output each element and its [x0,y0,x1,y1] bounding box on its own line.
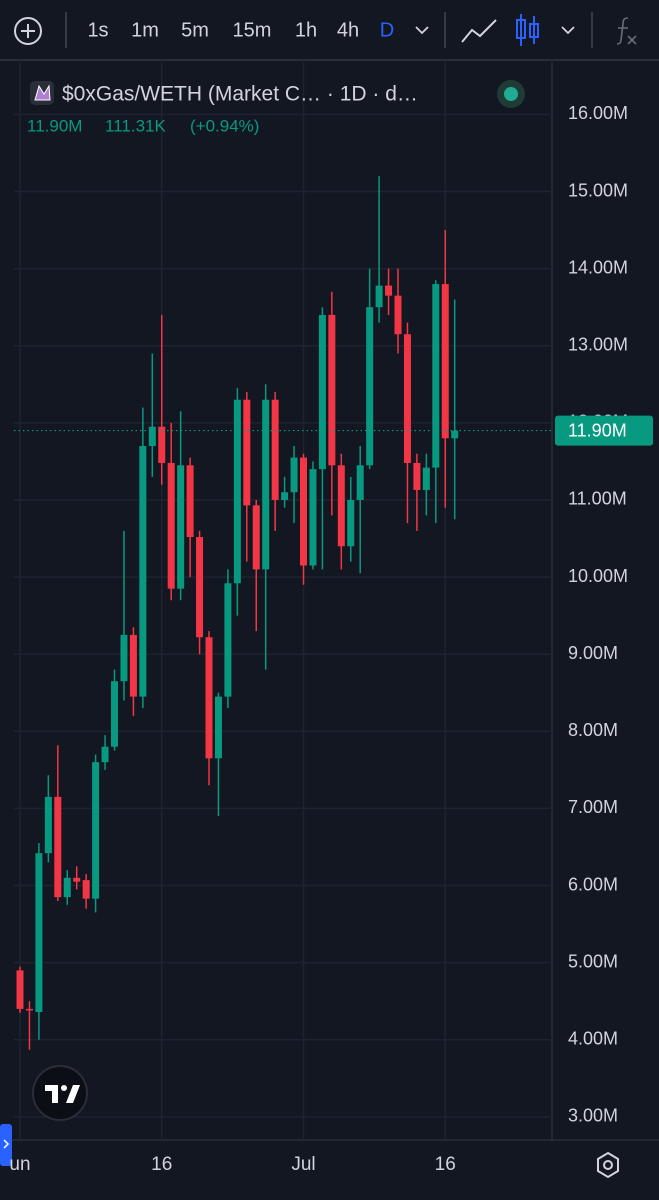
symbol-logo [34,84,51,101]
candle-body [73,877,81,882]
y-tick-label: 16.00M [568,103,628,123]
candle-body [243,399,251,506]
chart-type-dropdown[interactable] [561,26,575,35]
add-icon [21,24,35,38]
candle-body [441,284,449,439]
candle-body [101,746,109,763]
candle-body [224,583,232,697]
candle-body [111,681,118,747]
y-tick-label: 10.00M [568,566,628,586]
candle-body [432,284,440,468]
y-tick-label: 3.00M [568,1106,618,1126]
y-tick-label: 13.00M [568,335,628,355]
candle-body [451,430,459,439]
candle-body [300,457,307,566]
candle-body [63,877,71,898]
candle-body [196,536,204,638]
interval-button[interactable]: 15m [233,19,272,41]
interval-button[interactable]: 1m [131,19,159,41]
candle-body [347,499,355,547]
candle-body [82,880,90,899]
x-tick-label: un [9,1154,30,1175]
legend: $0xGas/WETH (Market C… · 1D · d… 11.90M … [27,80,525,135]
candle-body [233,399,241,584]
candle-body [25,1008,33,1011]
interval-button[interactable]: D [380,19,394,41]
candle-body [139,446,147,697]
candle-body [167,462,175,589]
add-button[interactable] [14,17,42,45]
candle-body [44,796,52,854]
line-chart-icon[interactable] [461,19,497,43]
x-tick-label: 16 [435,1154,456,1175]
candle-body [318,314,326,470]
candles [16,176,459,1050]
x-tick-label: 16 [151,1154,172,1175]
candle-body [281,492,289,500]
candle-body [375,285,383,308]
legend-value: 11.90M [27,116,82,135]
y-tick-label: 14.00M [568,257,628,277]
interval-button[interactable]: 5m [181,19,209,41]
candle-body [309,469,317,566]
side-tab-arrow [3,1139,10,1149]
interval-button[interactable]: 1h [295,19,317,41]
candle-chart-icon[interactable] [516,14,539,46]
last-price-badge [555,415,653,446]
candle-body [35,853,43,1012]
y-tick-label: 7.00M [568,797,618,817]
interval-dropdown[interactable] [415,26,429,35]
candle-body [148,426,156,447]
candle-body [158,426,166,463]
x-tick-label: Jul [291,1154,315,1175]
candle-body [422,467,430,490]
toolbar [0,12,659,61]
candle-body [328,314,336,466]
y-tick-label: 11.00M [568,489,627,509]
legend-value: 111.31K [105,116,166,135]
indicators-icon[interactable] [616,17,637,45]
interval-button[interactable]: 4h [337,19,359,41]
settings-icon[interactable] [597,1151,619,1179]
candle-body [385,285,393,296]
y-tick-label: 5.00M [568,951,618,971]
y-tick-label: 15.00M [568,180,628,200]
y-tick-label: 6.00M [568,874,618,894]
y-tick-label: 9.00M [568,643,618,663]
candle-body [290,457,298,493]
legend-value: (+0.94%) [190,116,259,135]
candle-body [271,399,279,500]
candle-body [120,634,128,682]
last-price-label: 11.90M [568,420,627,440]
candle-body [337,465,345,547]
candle-body [356,465,364,500]
candle-body [403,334,411,463]
interval-button[interactable]: 1s [87,19,108,41]
candle-body [205,637,213,759]
chart-title: $0xGas/WETH (Market C… · 1D · d… [62,83,418,106]
candle-body [252,505,260,570]
candle-body [413,462,421,490]
candle-body [129,634,137,697]
candle-body [262,399,270,570]
candle-body [54,796,62,898]
grid [14,62,552,1140]
candle-body [177,465,185,589]
y-tick-label: 8.00M [568,720,618,740]
tv-logo[interactable] [32,1065,88,1121]
candle-body [394,295,402,335]
candle-body [16,970,24,1009]
candle-body [214,696,222,759]
candle-body [186,465,194,537]
y-tick-label: 4.00M [568,1029,618,1049]
candle-body [366,307,374,466]
candle-body [92,762,100,899]
status-dot [504,87,518,101]
